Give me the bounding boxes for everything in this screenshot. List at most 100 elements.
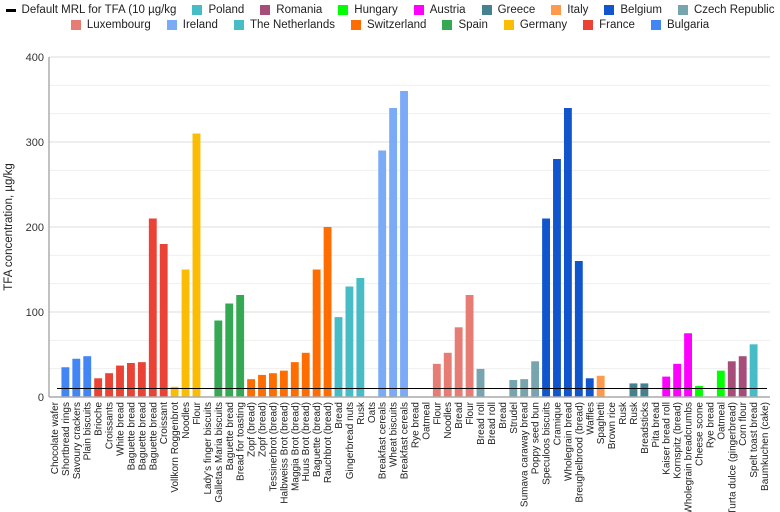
legend-swatch [413,5,424,15]
x-tick-label: Cheese scone [694,402,705,466]
legend-label: Germany [519,19,568,31]
bar [454,327,463,397]
bar [738,356,747,397]
x-tick-label: White bread [116,402,127,456]
x-tick-label: Brioche [94,402,105,436]
x-tick-label: Sumava caraway bread [520,402,531,507]
x-tick-label: Rauchbrot (bread) [323,402,334,483]
x-tick-label: Baguette bread [148,402,159,470]
x-tick-label: Baguette (bread) [312,402,323,477]
bar [279,370,288,397]
legend-swatch [350,20,361,30]
x-tick-label: Oatmeal [421,402,432,440]
x-tick-label: Rye bread [705,402,716,448]
x-tick-label: Baguette bread [137,402,148,470]
bar [476,368,485,397]
bar [531,361,540,397]
legend-label: Poland [208,4,245,16]
legend-item: Switzerland [350,19,427,31]
x-tick-label: Bread for toasting [236,402,247,481]
legend-item: Ireland [166,19,218,31]
x-tick-label: Kornspitz (bread) [673,402,684,479]
bar [662,376,671,397]
x-tick-label: Waffles [585,402,596,435]
x-tick-label: Breakfast cereals [400,402,411,479]
bar [749,344,758,397]
bar [542,218,550,397]
legend-item: Belgium [604,4,662,16]
x-tick-label: Rye bread [410,402,421,448]
bar [170,386,179,397]
x-tick-label: Lady's finger biscuits [203,402,214,495]
bar [148,218,157,397]
legend-item: Default MRL for TFA (10 µg/kg [5,4,177,16]
legend-label: Spain [458,19,488,31]
bar [585,378,594,397]
legend-swatch [442,20,453,30]
legend-swatch [551,5,562,15]
bar [214,320,223,397]
bar [312,269,321,397]
bar [94,378,103,397]
bar [290,362,299,397]
bar [116,365,124,397]
x-tick-label: Noodles [181,402,192,439]
bar [137,362,146,397]
bar [258,374,266,397]
bar [400,91,408,397]
x-tick-label: Baumkuchen (cake) [760,402,771,491]
legend-swatch [166,20,177,30]
x-tick-label: Spelt toast bread [749,402,760,478]
x-tick-label: Wholegrain breadcrumbs [684,402,695,512]
x-tick-label: Halbweiss Brot (bread) [279,402,290,504]
x-tick-label: Poppy seed bun [531,402,542,474]
legend-swatch [503,20,514,30]
legend-swatch [70,20,81,30]
legend-item: Bulgaria [650,19,709,31]
x-tick-label: Croissants [105,402,116,449]
x-tick-label: Chocolate wafer [50,401,61,474]
x-tick-label: Galletas Maria biscuits [214,402,225,503]
bar [629,383,638,397]
legend-swatch [481,5,492,15]
bar [345,286,354,397]
y-tick-label: 0 [38,392,44,404]
x-tick-label: Maggia Brot (bread) [290,402,301,491]
x-tick-label: Corn flour [738,401,749,446]
bar [225,303,234,397]
bar [334,317,343,397]
bar [61,367,70,397]
legend-label: Default MRL for TFA (10 µg/kg [21,4,177,16]
bar [83,356,92,397]
bar [596,375,605,397]
bar [432,363,441,397]
legend-label: The Netherlands [249,19,335,31]
legend-item: Romania [260,4,322,16]
legend-swatch [677,5,688,15]
y-tick-label: 200 [26,222,44,234]
bar [640,383,649,397]
legend-item: Italy [551,4,588,16]
bar [192,133,201,397]
x-tick-label: Rusk [629,401,640,425]
legend-item: The Netherlands [233,19,335,31]
x-tick-label: Noodles [443,402,454,439]
x-tick-label: Wheat biscuits [389,402,400,467]
x-tick-label: Oats [367,402,378,423]
legend-label: Belgium [620,4,662,16]
legend-label: France [599,19,635,31]
bar [159,244,168,397]
x-tick-label: Wholegrain bread [563,402,574,481]
legend-swatch [338,5,349,15]
legend-item: Poland [192,4,244,16]
legend-label: Czech Republic [693,4,775,16]
bar [301,352,310,397]
x-tick-label: Bread [334,402,345,429]
legend-label: Switzerland [366,19,427,31]
legend-line-swatch [5,8,16,12]
x-tick-label: Bread roll [476,402,487,445]
x-tick-label: Rusk [356,401,367,425]
x-tick-label: Savoury crackers [72,402,83,479]
x-tick-label: Brown rice [607,402,618,450]
